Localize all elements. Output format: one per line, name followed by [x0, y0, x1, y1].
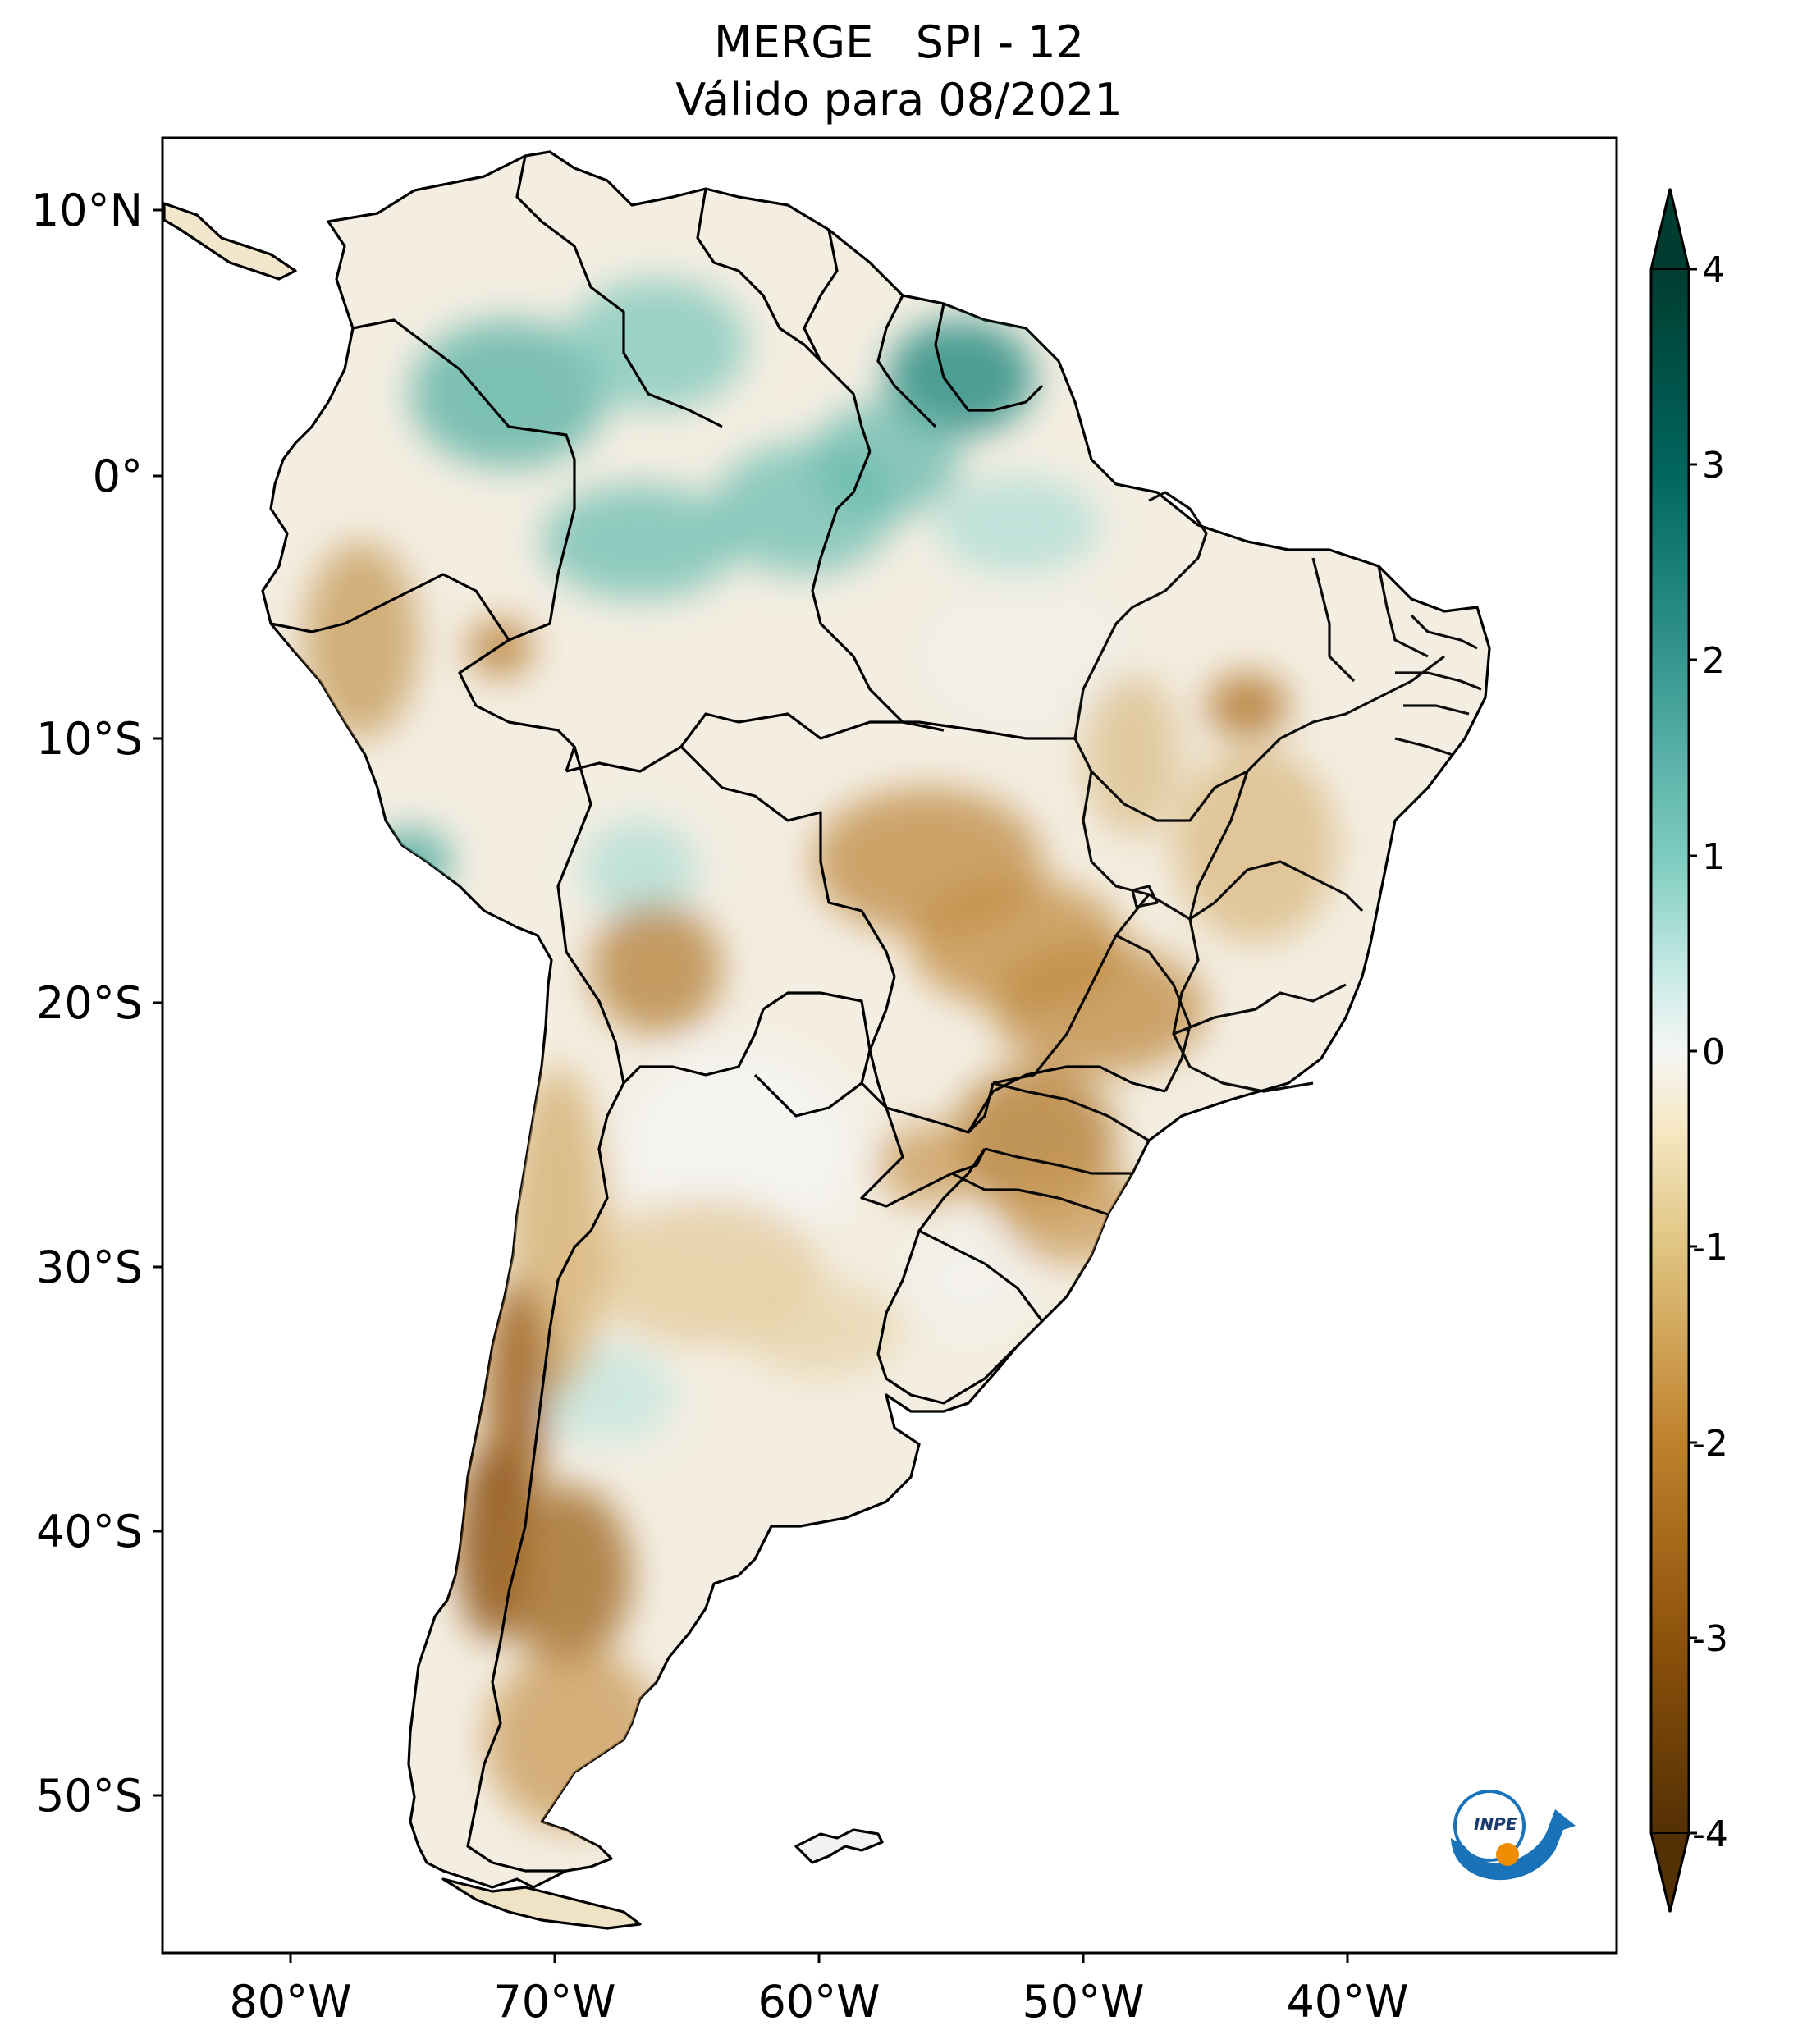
colorbar-tick-1: 1 — [1702, 836, 1725, 878]
map-title-line2: Válido para 08/2021 — [675, 74, 1123, 126]
lat-label-10s: 10°S — [36, 713, 143, 765]
inpe-logo-text: INPE — [1474, 1814, 1517, 1834]
lat-label-0: 0° — [93, 450, 143, 502]
tierra-del-fuego — [441, 1877, 642, 1930]
colorbar-extend-min — [1649, 1832, 1690, 1913]
colorbar-gradient — [1651, 269, 1689, 1833]
colorbar: 4 3 2 1 0 -1 -2 -3 -4 — [1649, 188, 1728, 1913]
colorbar-tick-0: 0 — [1702, 1031, 1725, 1073]
map-frame-border — [161, 136, 1618, 1955]
colorbar-tick-neg4: -4 — [1692, 1813, 1728, 1855]
state-borders — [951, 491, 1482, 1216]
colorbar-tick-4: 4 — [1702, 249, 1725, 291]
colorbar-ticks — [1689, 268, 1697, 1835]
lon-label-60w: 60°W — [757, 1976, 880, 2028]
lon-label-50w: 50°W — [1022, 1976, 1144, 2028]
lat-label-30s: 30°S — [36, 1241, 143, 1293]
south-america-land — [261, 150, 1491, 1889]
colorbar-tick-2: 2 — [1702, 640, 1725, 682]
colorbar-tick-3: 3 — [1702, 445, 1725, 487]
falkland-islands — [794, 1828, 884, 1864]
lat-label-10n: 10°N — [31, 185, 143, 236]
colorbar-tick-neg2: -2 — [1692, 1423, 1728, 1465]
lon-label-40w: 40°W — [1286, 1976, 1408, 2028]
colorbar-extend-max — [1649, 188, 1690, 270]
colorbar-tick-neg1: -1 — [1692, 1227, 1728, 1269]
country-borders — [270, 155, 1166, 1873]
spi-field — [304, 279, 1338, 1830]
lon-label-70w: 70°W — [493, 1976, 615, 2028]
colorbar-tick-neg3: -3 — [1692, 1618, 1728, 1660]
inpe-logo: INPE — [1451, 1790, 1576, 1881]
latitude-axis: 10°N 0° 10°S 20°S 30°S 40°S 50°S — [31, 185, 162, 1822]
lon-label-80w: 80°W — [229, 1976, 351, 2028]
lat-label-50s: 50°S — [36, 1770, 143, 1822]
lat-label-20s: 20°S — [36, 977, 143, 1029]
map-title-line1: MERGE SPI - 12 — [714, 16, 1084, 68]
lat-label-40s: 40°S — [36, 1506, 143, 1557]
central-america-fragment — [162, 202, 297, 281]
longitude-axis: 80°W 70°W 60°W 50°W 40°W — [229, 1953, 1409, 2028]
